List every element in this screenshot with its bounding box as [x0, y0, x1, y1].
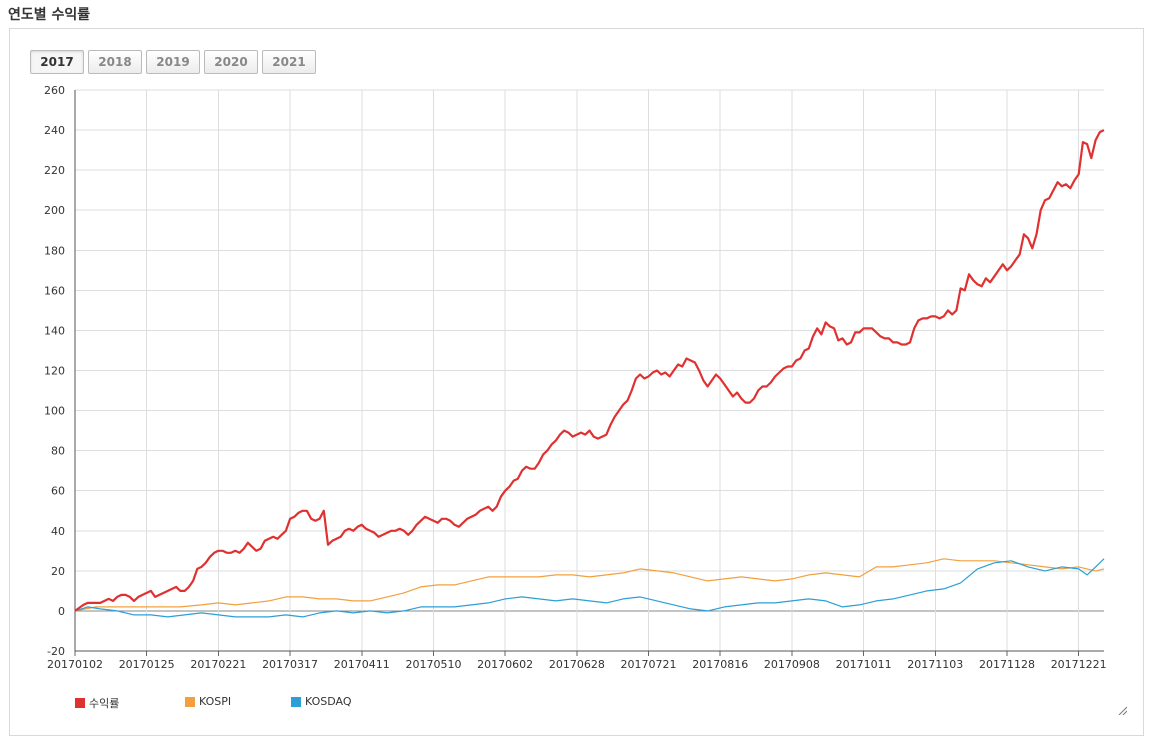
legend-label-return: 수익률 [89, 697, 120, 710]
x-tick-label: 20170602 [477, 658, 533, 671]
x-tick-label: 20170816 [692, 658, 748, 671]
y-tick-label: 140 [44, 324, 65, 337]
y-tick-label: 180 [44, 244, 65, 257]
y-tick-label: 60 [51, 485, 65, 498]
x-tick-label: 20170510 [405, 658, 461, 671]
legend-item-return[interactable]: 수익률 [75, 695, 119, 711]
y-tick-label: 20 [51, 565, 65, 578]
legend-swatch-kospi [185, 696, 195, 707]
y-tick-label: -20 [47, 645, 65, 658]
year-tab-2020[interactable]: 2020 [204, 50, 258, 74]
x-tick-label: 20170221 [190, 658, 246, 671]
year-tab-2021[interactable]: 2021 [262, 50, 316, 74]
legend-item-kospi[interactable]: KOSPI [185, 695, 231, 708]
y-tick-label: 240 [44, 124, 65, 137]
y-tick-label: 260 [44, 84, 65, 97]
x-tick-label: 20170908 [764, 658, 820, 671]
series-line-kosdaq [74, 558, 1105, 618]
x-tick-label: 20170317 [262, 658, 318, 671]
x-tick-label: 20171221 [1051, 658, 1107, 671]
x-tick-label: 20170125 [119, 658, 175, 671]
legend-label-kosdaq: KOSDAQ [305, 695, 352, 708]
x-tick-label: 20170721 [621, 658, 677, 671]
year-tab-2019[interactable]: 2019 [146, 50, 200, 74]
section-title: 연도별 수익률 [8, 7, 91, 23]
legend-label-kospi: KOSPI [199, 695, 232, 708]
series-line-return [74, 129, 1105, 612]
year-tab-2017[interactable]: 2017 [30, 50, 84, 74]
year-tab-group: 2017 2018 2019 2020 2021 [30, 50, 320, 74]
year-tab-2018[interactable]: 2018 [88, 50, 142, 74]
series-line-kospi [74, 558, 1105, 612]
returns-chart-panel: 2017 2018 2019 2020 2021 -20 0 20 40 60 80 100… [9, 28, 1144, 736]
y-tick-label: 220 [44, 164, 65, 177]
legend-swatch-kosdaq [291, 696, 301, 707]
x-tick-label: 20171011 [836, 658, 892, 671]
x-tick-label: 20170628 [549, 658, 605, 671]
x-tick-label: 20170102 [47, 658, 103, 671]
y-tick-label: 100 [44, 405, 65, 418]
y-tick-label: 80 [51, 445, 65, 458]
y-tick-label: 0 [58, 605, 65, 618]
resize-grip-icon[interactable] [1117, 705, 1127, 715]
x-tick-label: 20170411 [334, 658, 390, 671]
y-tick-label: 160 [44, 284, 65, 297]
x-tick-label: 20171128 [979, 658, 1035, 671]
y-tick-label: 200 [44, 204, 65, 217]
legend-swatch-return [75, 698, 85, 708]
line-chart: -20 0 20 40 60 80 100 120 140 160 180 200 220 240 260 2… [44, 84, 1107, 671]
x-tick-label: 20171103 [907, 658, 963, 671]
y-tick-label: 40 [51, 525, 65, 538]
legend-item-kosdaq[interactable]: KOSDAQ [291, 695, 352, 708]
y-tick-label: 120 [44, 365, 65, 378]
